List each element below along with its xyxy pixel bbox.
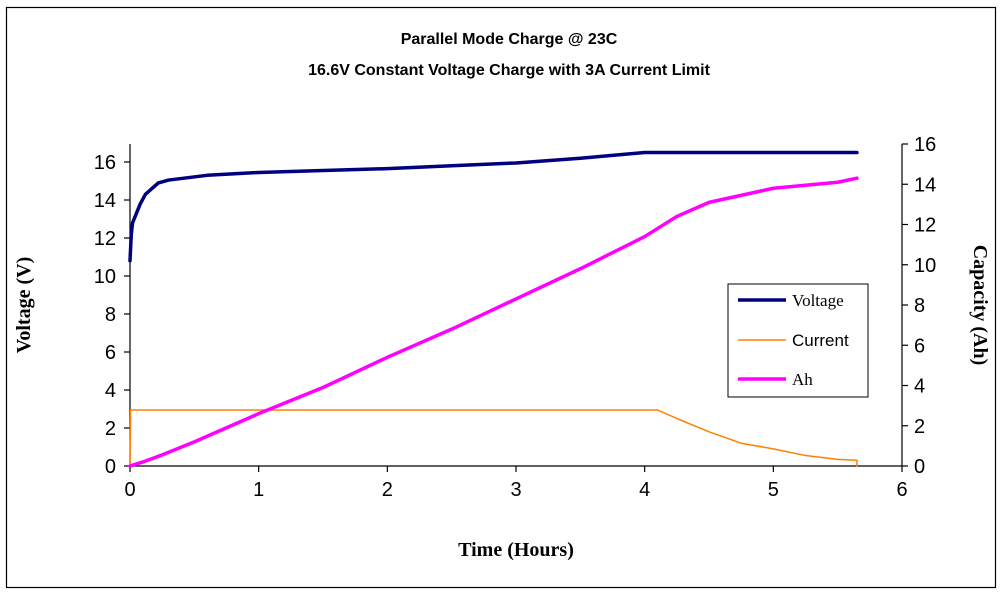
y2-axis-title: Capacity (Ah) [969, 245, 991, 366]
x-axis-title: Time (Hours) [458, 539, 574, 561]
y2-tick-label: 12 [914, 215, 936, 237]
y2-tick-label: 4 [914, 376, 925, 398]
y2-tick-label: 0 [914, 456, 925, 478]
x-tick-label: 6 [896, 479, 907, 501]
series-line-current [129, 409, 858, 467]
series-layer [128, 150, 859, 468]
y-tick-label: 6 [105, 342, 116, 364]
x-tick-label: 2 [382, 479, 393, 501]
x-tick-label: 1 [253, 479, 264, 501]
series-line-ah [128, 176, 859, 468]
y-tick-label: 10 [94, 266, 116, 288]
x-tick-label: 0 [124, 479, 135, 501]
y-tick-label: 16 [94, 152, 116, 174]
chart-title: Parallel Mode Charge @ 23C [401, 31, 618, 48]
x-tick-label: 5 [768, 479, 779, 501]
y-tick-label: 2 [105, 418, 116, 440]
y2-tick-label: 10 [914, 255, 936, 277]
legend-label-voltage: Voltage [792, 291, 844, 310]
y2-tick-label: 6 [914, 335, 925, 357]
y-tick-label: 12 [94, 228, 116, 250]
y2-tick-label: 8 [914, 295, 925, 317]
y-tick-label: 8 [105, 304, 116, 326]
series-line-voltage [128, 150, 859, 263]
y2-tick-label: 14 [914, 174, 936, 196]
legend-label-current: Current [792, 331, 849, 350]
chart-subtitle: 16.6V Constant Voltage Charge with 3A Cu… [308, 62, 711, 79]
y2-tick-label: 16 [914, 134, 936, 156]
y-tick-label: 0 [105, 456, 116, 478]
x-tick-label: 3 [510, 479, 521, 501]
y-axis-title: Voltage (V) [13, 257, 35, 353]
legend: Voltage Current Ah [727, 283, 869, 398]
y-tick-label: 14 [94, 190, 116, 212]
y2-tick-label: 2 [914, 416, 925, 438]
y-tick-label: 4 [105, 380, 116, 402]
legend-label-ah: Ah [792, 370, 813, 389]
x-tick-label: 4 [639, 479, 650, 501]
